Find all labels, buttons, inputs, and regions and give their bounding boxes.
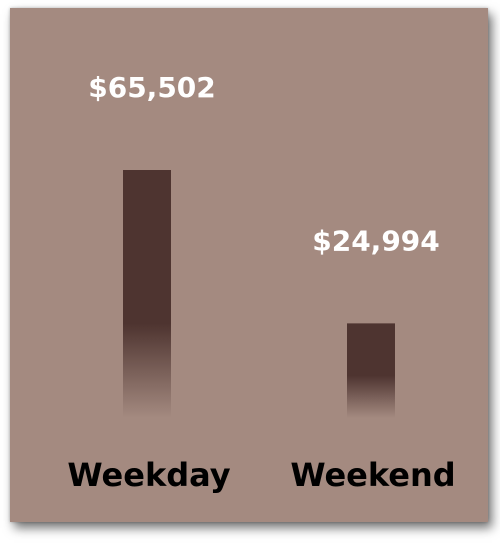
bars-layer — [123, 170, 395, 418]
category-label-weekend: Weekend — [290, 456, 455, 494]
bar-weekday — [123, 170, 171, 418]
data-label-weekday: $65,502 — [88, 71, 216, 104]
bar-chart: $65,502 Weekday $24,994 Weekend — [67, 71, 455, 494]
labels-layer: $65,502 Weekday $24,994 Weekend — [67, 71, 455, 494]
category-label-weekday: Weekday — [67, 456, 230, 494]
bar-weekend — [347, 323, 395, 418]
data-label-weekend: $24,994 — [312, 224, 440, 257]
chart-card: $65,502 Weekday $24,994 Weekend — [10, 8, 488, 522]
